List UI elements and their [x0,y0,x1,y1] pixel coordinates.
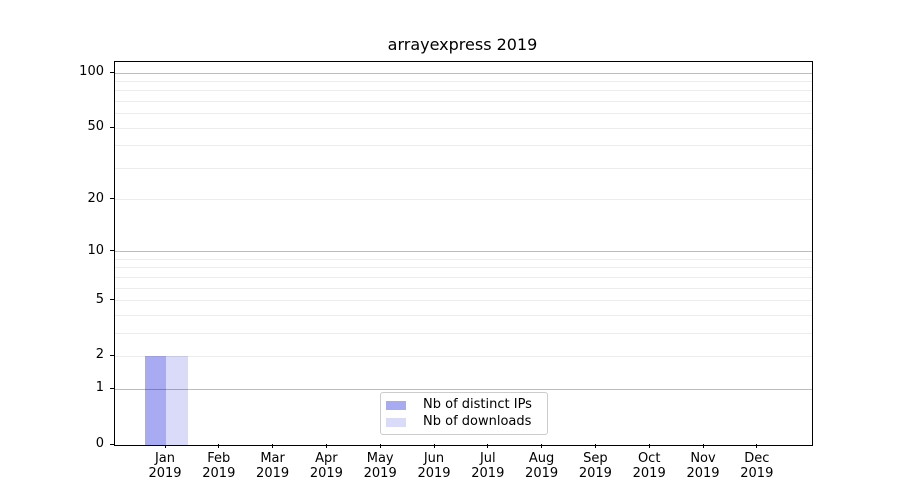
y-tick-2 [110,354,114,356]
minor-gridline-y-2 [115,355,812,357]
major-gridline-y-1 [115,388,812,390]
major-gridline-y-100 [115,72,812,74]
minor-gridline-y-7 [115,276,812,278]
major-gridline-y-10 [115,251,812,253]
x-tick-jan [164,444,166,448]
x-tick-may [379,444,381,448]
x-tick-year-feb: 2019 [202,466,236,481]
legend-label-distinct-ips: Nb of distinct IPs [423,397,532,412]
x-tick-label-jul: Jul 2019 [456,451,520,481]
y-tick-label-50: 50 [87,119,104,135]
x-tick-label-oct: Oct 2019 [617,451,681,481]
x-tick-label-jun: Jun 2019 [402,451,466,481]
x-tick-month-may: May [366,451,394,466]
y-tick-20 [110,198,114,200]
x-tick-month-jun: Jun [423,451,445,466]
x-tick-year-nov: 2019 [686,466,720,481]
x-tick-oct [648,444,650,448]
y-tick-label-10: 10 [87,242,104,258]
minor-gridline-y-40 [115,145,812,147]
minor-gridline-y-80 [115,90,812,92]
y-tick-label-2: 2 [95,347,104,363]
x-tick-month-dec: Dec [744,451,770,466]
x-tick-month-mar: Mar [260,451,285,466]
x-tick-aug [541,444,543,448]
x-tick-month-sep: Sep [583,451,608,466]
minor-gridline-y-8 [115,267,812,269]
legend-label-downloads: Nb of downloads [423,414,532,429]
y-tick-10 [110,250,114,252]
x-tick-label-may: May 2019 [348,451,412,481]
x-tick-sep [594,444,596,448]
y-tick-50 [110,126,114,128]
minor-gridline-y-50 [115,127,812,129]
y-tick-label-5: 5 [95,291,104,307]
x-tick-label-apr: Apr 2019 [294,451,358,481]
x-tick-jul [487,444,489,448]
x-tick-month-oct: Oct [637,451,661,466]
x-tick-label-aug: Aug 2019 [510,451,574,481]
legend-swatch-downloads [386,417,406,427]
x-tick-year-dec: 2019 [740,466,774,481]
x-tick-year-may: 2019 [363,466,397,481]
minor-gridline-y-70 [115,100,812,102]
x-tick-year-mar: 2019 [256,466,290,481]
x-tick-label-dec: Dec 2019 [725,451,789,481]
minor-gridline-y-60 [115,113,812,115]
y-tick-5 [110,299,114,301]
y-tick-label-100: 100 [79,64,104,79]
legend: Nb of distinct IPs Nb of downloads [380,392,548,435]
chart-title: arrayexpress 2019 [387,35,538,54]
x-tick-month-nov: Nov [690,451,716,466]
y-tick-100 [110,71,114,73]
x-tick-year-jan: 2019 [148,466,182,481]
minor-gridline-y-9 [115,258,812,260]
x-tick-mar [272,444,274,448]
x-tick-year-apr: 2019 [309,466,343,481]
x-tick-month-feb: Feb [207,451,231,466]
x-tick-dec [756,444,758,448]
bar-nb-of-distinct-ips-jan [144,356,166,445]
x-tick-month-apr: Apr [315,451,338,466]
x-tick-month-aug: Aug [528,451,555,466]
minor-gridline-y-20 [115,199,812,201]
x-tick-label-nov: Nov 2019 [671,451,735,481]
legend-swatch-distinct-ips [386,400,406,410]
y-tick-0 [110,443,114,445]
minor-gridline-y-90 [115,80,812,82]
y-tick-label-1: 1 [95,380,104,396]
y-tick-label-0: 0 [95,436,104,451]
minor-gridline-y-4 [115,314,812,316]
minor-gridline-y-30 [115,167,812,169]
x-tick-month-jan: Jan [154,451,176,466]
x-tick-jun [433,444,435,448]
x-tick-month-jul: Jul [479,451,496,466]
x-tick-year-jul: 2019 [471,466,505,481]
minor-gridline-y-6 [115,287,812,289]
x-tick-year-sep: 2019 [578,466,612,481]
x-tick-feb [218,444,220,448]
y-tick-label-20: 20 [87,190,104,206]
x-tick-label-jan: Jan 2019 [133,451,197,481]
x-tick-label-feb: Feb 2019 [187,451,251,481]
x-tick-label-mar: Mar 2019 [241,451,305,481]
x-tick-nov [702,444,704,448]
x-tick-apr [325,444,327,448]
minor-gridline-y-3 [115,332,812,334]
x-tick-year-jun: 2019 [417,466,451,481]
x-tick-year-aug: 2019 [525,466,559,481]
y-tick-1 [110,387,114,389]
x-tick-label-sep: Sep 2019 [563,451,627,481]
plot-area [114,61,813,446]
x-tick-year-oct: 2019 [632,466,666,481]
legend-item-distinct-ips: Nb of distinct IPs [386,397,541,413]
minor-gridline-y-5 [115,300,812,302]
legend-item-downloads: Nb of downloads [386,414,541,430]
bar-nb-of-downloads-jan [166,356,188,445]
